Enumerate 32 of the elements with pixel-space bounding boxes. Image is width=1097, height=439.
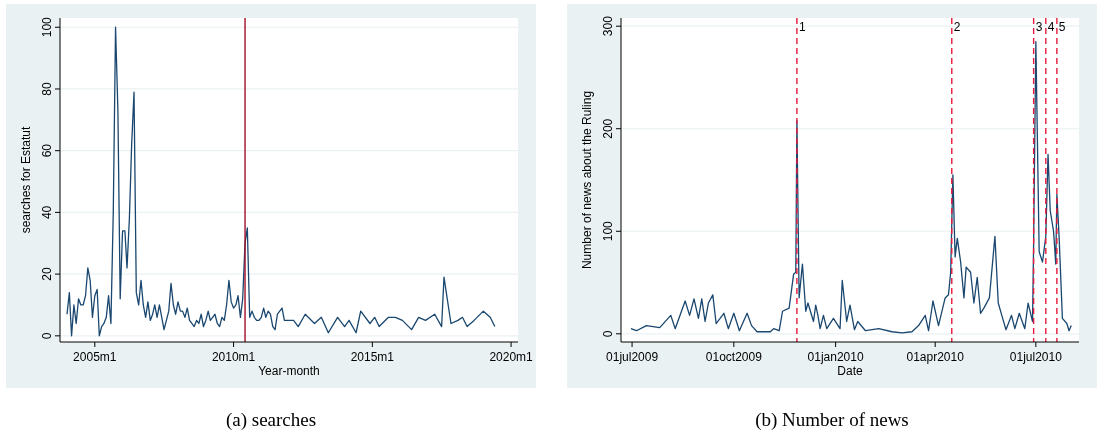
y-tick-label: 40 [40, 205, 54, 220]
text: (a) searches [225, 409, 317, 431]
y-tick-label: 60 [40, 143, 54, 158]
y-tick-label: 20 [40, 267, 54, 281]
ref-line-label: 2 [953, 20, 961, 34]
y-tick-label: 80 [40, 81, 54, 96]
x-axis-title: Year-month [258, 364, 320, 378]
text: (b) Number of news [755, 409, 909, 431]
y-tick-label: 0 [601, 330, 615, 338]
line-series [66, 26, 496, 337]
x-tick-label: 01jan2010 [807, 350, 864, 364]
x-tick-label: 2010m1 [211, 350, 256, 364]
ref-line-label: 3 [1035, 20, 1043, 34]
x-tick-label: 01jul2009 [606, 350, 659, 364]
x-axis-title: Date [837, 364, 863, 378]
ref-line-label: 5 [1058, 20, 1066, 34]
x-tick-label: 01apr2010 [906, 350, 965, 364]
y-tick-label: 200 [601, 118, 615, 139]
x-tick-label: 2015m1 [350, 350, 395, 364]
y-axis-title: Number of news about the Ruling [580, 90, 594, 270]
ref-line-label: 4 [1047, 20, 1055, 34]
y-tick-label: 0 [40, 332, 54, 340]
ref-line-label: 1 [798, 20, 806, 34]
y-axis-title: searches for Estatut [19, 125, 33, 234]
x-tick-label: 2005m1 [73, 350, 117, 364]
x-tick-label: 01jul2010 [1009, 350, 1063, 364]
y-tick-label: 300 [601, 15, 615, 37]
line-series [630, 40, 1072, 334]
y-tick-label: 100 [601, 220, 615, 242]
x-tick-label: 2020m1 [489, 350, 534, 364]
x-tick-label: 01oct2009 [705, 350, 763, 364]
y-tick-label: 100 [40, 16, 54, 38]
